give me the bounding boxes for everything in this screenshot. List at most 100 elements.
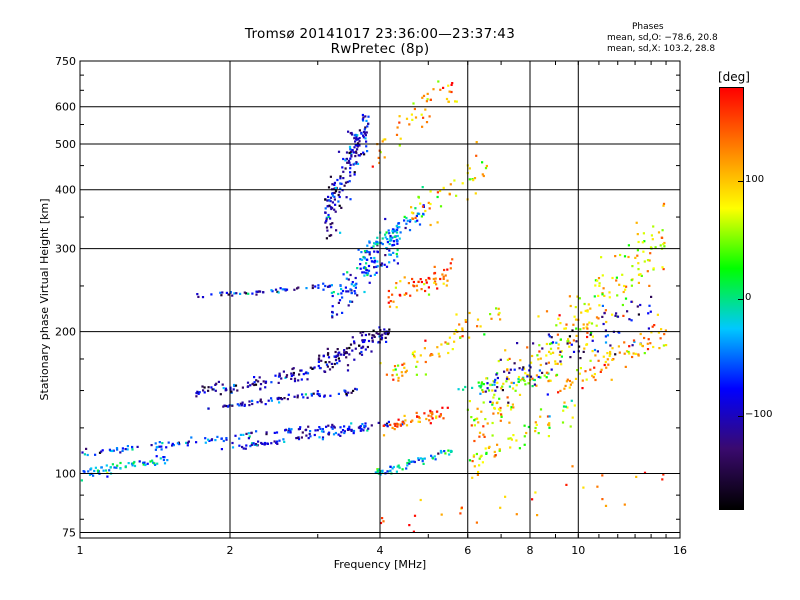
scatter-point — [630, 319, 633, 322]
scatter-point — [419, 278, 422, 281]
scatter-point — [358, 344, 361, 347]
scatter-point — [475, 452, 478, 456]
scatter-point — [115, 466, 118, 469]
scatter-point — [300, 369, 303, 372]
scatter-point — [500, 387, 503, 390]
scatter-point — [422, 462, 425, 465]
scatter-point — [611, 313, 614, 316]
scatter-point — [576, 295, 579, 298]
scatter-point — [364, 134, 367, 137]
scatter-point — [239, 402, 242, 405]
scatter-point — [422, 204, 425, 207]
scatter-point — [604, 360, 607, 364]
scatter-point — [468, 336, 471, 339]
scatter-point — [513, 362, 516, 365]
scatter-point — [321, 436, 325, 439]
scatter-point — [636, 254, 639, 257]
scatter-point — [401, 468, 404, 471]
scatter-point — [506, 358, 509, 361]
scatter-point — [660, 328, 663, 331]
scatter-point — [366, 125, 369, 128]
scatter-point — [597, 317, 600, 320]
scatter-point — [531, 385, 534, 388]
scatter-point — [572, 350, 576, 353]
scatter-point — [442, 186, 445, 189]
scatter-point — [488, 445, 491, 448]
scatter-point — [637, 354, 640, 357]
scatter-point — [606, 358, 609, 361]
scatter-point — [604, 335, 607, 338]
scatter-point — [347, 290, 350, 293]
scatter-point — [264, 380, 268, 383]
scatter-point — [489, 313, 492, 316]
scatter-point — [244, 447, 247, 450]
scatter-point — [621, 273, 624, 276]
scatter-point — [569, 425, 572, 428]
scatter-point — [593, 348, 597, 352]
scatter-point — [154, 442, 157, 445]
scatter-point — [591, 335, 594, 338]
scatter-point — [318, 393, 321, 396]
scatter-point — [316, 392, 319, 395]
scatter-point — [317, 364, 320, 368]
scatter-point — [609, 350, 612, 354]
scatter-point — [359, 429, 362, 432]
scatter-point — [104, 469, 108, 472]
scatter-point — [496, 376, 499, 380]
scatter-point — [510, 438, 513, 441]
scatter-point — [265, 433, 268, 436]
scatter-point — [350, 150, 353, 153]
x-tick-label: 16 — [673, 544, 687, 557]
scatter-point — [439, 205, 443, 208]
scatter-point — [404, 371, 407, 374]
scatter-point — [348, 161, 351, 164]
scatter-point — [439, 189, 442, 193]
scatter-point — [132, 462, 135, 465]
scatter-point — [339, 182, 342, 185]
scatter-point — [221, 383, 224, 386]
scatter-point — [411, 118, 414, 121]
scatter-point — [602, 322, 605, 326]
scatter-point — [354, 292, 357, 295]
scatter-point — [207, 407, 210, 410]
scatter-point — [283, 397, 286, 400]
scatter-point — [480, 384, 483, 387]
scatter-point — [606, 334, 609, 337]
scatter-point — [396, 425, 399, 428]
scatter-point — [393, 243, 396, 246]
scatter-point — [231, 441, 234, 445]
scatter-point — [398, 237, 401, 240]
scatter-point — [380, 338, 383, 341]
scatter-point — [636, 305, 639, 308]
scatter-point — [343, 351, 346, 354]
scatter-point — [585, 378, 588, 381]
scatter-point — [434, 277, 437, 280]
scatter-point — [547, 333, 550, 336]
scatter-point — [650, 234, 653, 237]
scatter-point — [403, 422, 406, 425]
scatter-point — [586, 327, 589, 330]
scatter-point — [354, 347, 357, 350]
scatter-point — [384, 423, 387, 426]
scatter-point — [251, 383, 254, 386]
scatter-point — [584, 370, 587, 373]
scatter-point — [410, 211, 414, 214]
scatter-point — [349, 171, 352, 174]
scatter-point — [388, 232, 391, 235]
scatter-point — [521, 377, 524, 380]
scatter-point — [282, 438, 285, 441]
scatter-point — [253, 383, 256, 387]
scatter-point — [648, 304, 651, 307]
scatter-point — [565, 483, 568, 486]
scatter-point — [481, 461, 484, 464]
scatter-point — [551, 341, 555, 344]
scatter-point — [390, 239, 393, 242]
scatter-point — [334, 350, 337, 354]
scatter-point — [306, 378, 309, 381]
scatter-point — [484, 167, 488, 170]
scatter-point — [399, 423, 402, 426]
scatter-point — [279, 287, 282, 290]
scatter-point — [637, 240, 640, 244]
scatter-point — [354, 133, 357, 136]
scatter-point — [342, 157, 345, 161]
